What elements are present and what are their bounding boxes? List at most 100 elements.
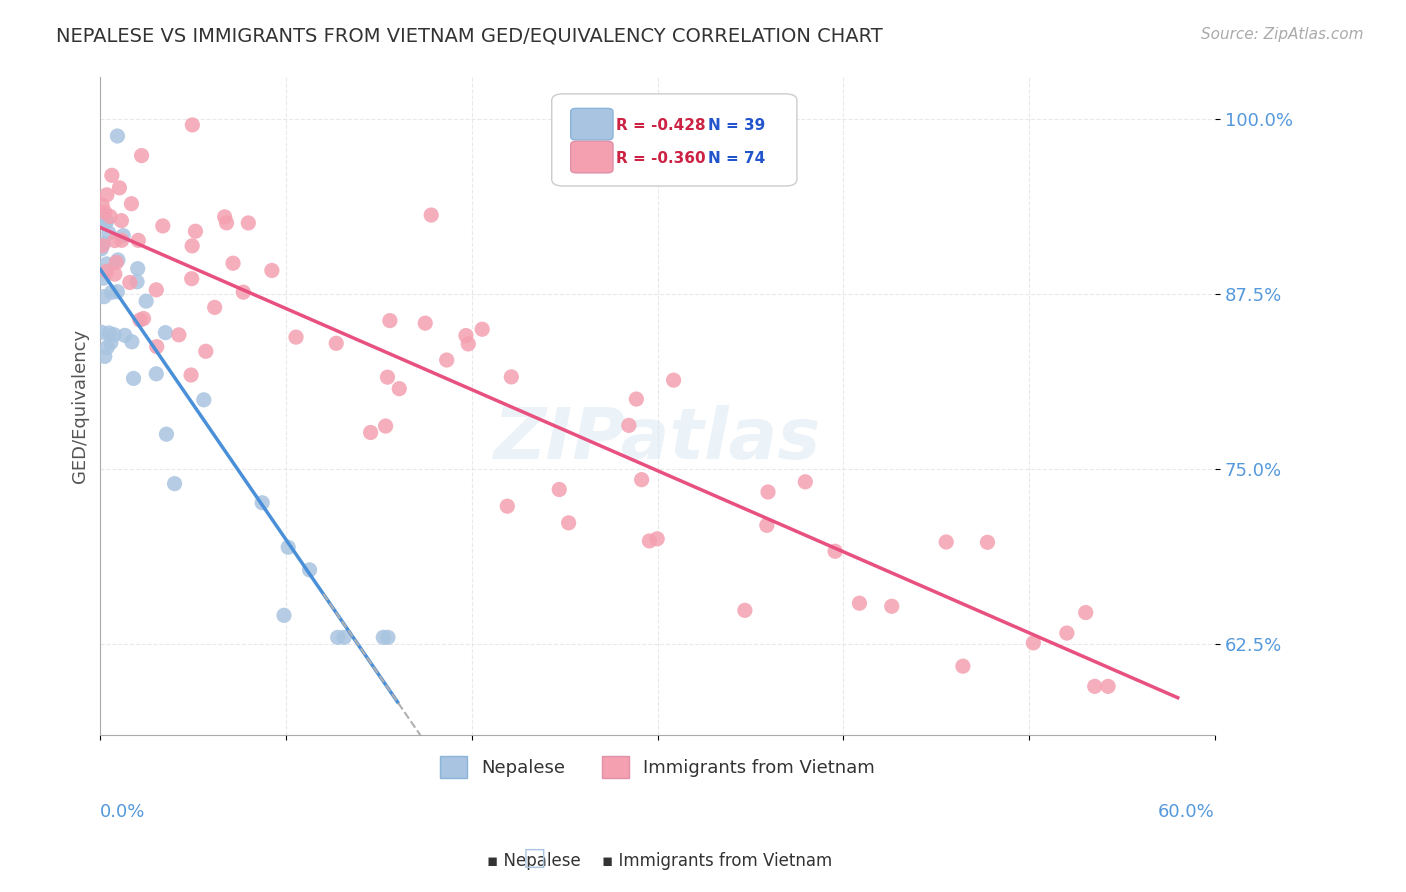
Point xyxy=(129,313,152,327)
Text: N = 74: N = 74 xyxy=(707,151,765,166)
Point xyxy=(91,198,114,212)
Point xyxy=(110,213,132,227)
Point xyxy=(326,631,349,645)
Point xyxy=(496,499,519,513)
Point xyxy=(127,261,149,276)
Point xyxy=(388,382,411,396)
Text: NEPALESE VS IMMIGRANTS FROM VIETNAM GED/EQUIVALENCY CORRELATION CHART: NEPALESE VS IMMIGRANTS FROM VIETNAM GED/… xyxy=(56,27,883,45)
Point xyxy=(298,563,321,577)
Point xyxy=(471,322,494,336)
Point xyxy=(436,353,458,368)
Point xyxy=(1056,626,1078,640)
Point xyxy=(250,496,273,510)
Point xyxy=(122,371,145,385)
Point xyxy=(105,255,128,269)
Point xyxy=(1097,679,1119,693)
Point xyxy=(98,210,121,224)
Point xyxy=(125,275,148,289)
Point xyxy=(204,301,226,315)
Point xyxy=(333,631,356,645)
Point xyxy=(111,233,134,247)
Text: Source: ZipAtlas.com: Source: ZipAtlas.com xyxy=(1201,27,1364,42)
Text: N = 39: N = 39 xyxy=(707,118,765,133)
Point xyxy=(104,234,127,248)
Point xyxy=(457,337,479,351)
Text: R = -0.428: R = -0.428 xyxy=(616,118,706,133)
Point xyxy=(413,316,436,330)
FancyBboxPatch shape xyxy=(551,94,797,186)
Point xyxy=(238,216,260,230)
Text: R = -0.360: R = -0.360 xyxy=(616,151,706,166)
Point xyxy=(373,631,395,645)
Point xyxy=(1022,636,1045,650)
Point xyxy=(105,285,128,299)
Point xyxy=(152,219,174,233)
Point xyxy=(93,271,115,285)
Point xyxy=(107,252,129,267)
Point xyxy=(824,544,846,558)
Point xyxy=(180,368,202,382)
Point xyxy=(163,476,186,491)
Point xyxy=(848,596,870,610)
Point xyxy=(104,267,127,281)
Point xyxy=(215,216,238,230)
Point xyxy=(360,425,382,440)
Point xyxy=(167,327,190,342)
Point xyxy=(285,330,308,344)
Point xyxy=(127,233,149,247)
Point xyxy=(260,263,283,277)
Point xyxy=(794,475,817,489)
Point xyxy=(756,485,779,500)
Point xyxy=(548,483,571,497)
Point xyxy=(935,535,957,549)
FancyBboxPatch shape xyxy=(571,141,613,173)
Point xyxy=(214,210,236,224)
Point xyxy=(103,327,125,342)
Point xyxy=(377,631,399,645)
Point xyxy=(755,518,778,533)
Point xyxy=(93,236,115,251)
Point xyxy=(378,313,401,327)
Point xyxy=(193,392,215,407)
Point xyxy=(101,169,124,183)
Point xyxy=(325,336,347,351)
Point xyxy=(557,516,579,530)
Point xyxy=(273,608,295,623)
Point xyxy=(114,328,136,343)
Point xyxy=(145,340,167,354)
Point xyxy=(662,373,685,387)
Point xyxy=(107,128,129,143)
Point xyxy=(180,271,202,285)
Point xyxy=(880,599,903,614)
Point xyxy=(98,326,121,340)
Point xyxy=(131,148,153,162)
Text: 60.0%: 60.0% xyxy=(1159,803,1215,821)
Point xyxy=(100,285,122,300)
Point xyxy=(184,224,207,238)
Point xyxy=(94,205,117,219)
Point xyxy=(976,535,998,549)
Y-axis label: GED/Equivalency: GED/Equivalency xyxy=(72,329,89,483)
Point xyxy=(96,264,118,278)
Point xyxy=(626,392,648,406)
Point xyxy=(118,276,141,290)
Text: ▪ Immigrants from Vietnam: ▪ Immigrants from Vietnam xyxy=(602,852,832,870)
Point xyxy=(952,659,974,673)
Point xyxy=(277,541,299,555)
Text: ▪ Nepalese: ▪ Nepalese xyxy=(488,852,581,870)
Point xyxy=(181,118,204,132)
Point xyxy=(222,256,245,270)
Point xyxy=(112,228,135,243)
Point xyxy=(155,427,177,442)
Point xyxy=(617,418,640,433)
Point xyxy=(96,187,118,202)
Point xyxy=(155,326,177,340)
Point xyxy=(374,419,396,434)
Point xyxy=(734,603,756,617)
Legend: Nepalese, Immigrants from Vietnam: Nepalese, Immigrants from Vietnam xyxy=(433,749,883,786)
Point xyxy=(91,208,114,222)
Point xyxy=(120,196,142,211)
Point xyxy=(108,181,131,195)
Point xyxy=(645,532,668,546)
Point xyxy=(96,257,118,271)
